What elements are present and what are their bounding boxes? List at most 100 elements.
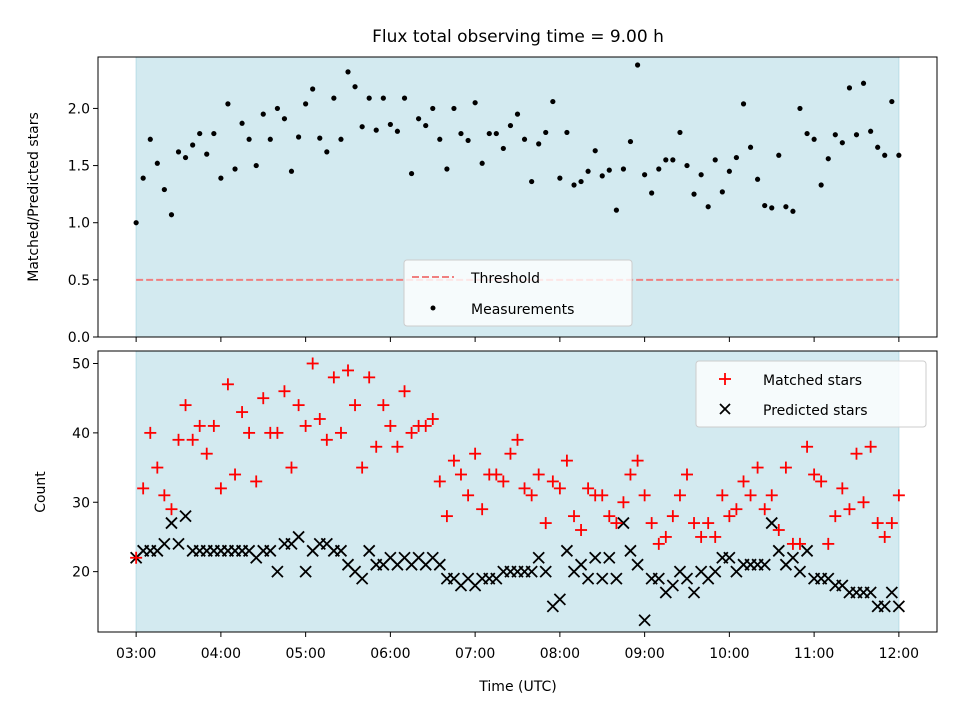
ratio-legend-box [403, 259, 633, 327]
measurement-point [394, 128, 401, 134]
measurement-point [875, 144, 881, 150]
predicted-star-point [631, 558, 644, 571]
matched-star-point [299, 419, 312, 432]
matched-star-point [793, 537, 806, 550]
predicted-star-point [758, 558, 771, 571]
measurement-point [726, 168, 732, 174]
ratio-panel: 0.00.51.01.52.0 Matched/Predicted stars … [26, 56, 938, 346]
matched-legend-swatch [719, 373, 731, 385]
measurement-point [373, 127, 379, 133]
matched-star-point [631, 454, 644, 467]
matched-star-point [532, 468, 545, 481]
matched-star-point [440, 510, 453, 523]
measurement-point [896, 152, 902, 158]
matched-star-point [193, 419, 206, 432]
measurement-point [359, 124, 365, 130]
matched-star-point [829, 510, 842, 523]
measurement-point [154, 160, 160, 166]
predicted-star-point [539, 565, 552, 578]
measurement-point [225, 101, 231, 107]
measurement-point [324, 149, 330, 155]
measurement-point [161, 186, 167, 193]
matched-star-point [716, 489, 729, 502]
matched-star-point [370, 440, 383, 453]
measurement-point [691, 191, 697, 197]
measurement-point [458, 130, 464, 137]
matched-star-point [200, 447, 213, 460]
measurement-point [733, 154, 740, 161]
measurement-point [295, 134, 302, 140]
matched-star-point [568, 510, 581, 523]
measurement-point [719, 189, 725, 195]
matched-star-point [236, 406, 249, 419]
measurement-point [239, 120, 245, 126]
matched-star-point [130, 551, 143, 564]
ratio-legend: Threshold Measurements [403, 259, 633, 327]
measurement-point [232, 166, 238, 172]
matched-star-point [560, 454, 573, 467]
matched-star-point [575, 524, 588, 537]
measurement-point [267, 136, 273, 142]
measurement-point [317, 135, 323, 141]
x-tick-label: 11:00 [794, 646, 834, 662]
measurement-point [253, 162, 259, 169]
matched-star-point [885, 517, 898, 530]
predicted-star-point [885, 586, 898, 599]
measurement-point [649, 190, 655, 196]
matched-star-point [250, 475, 263, 488]
matched-star-point [342, 364, 355, 377]
measurement-point [627, 138, 634, 145]
measurement-point [218, 175, 224, 181]
matched-star-point [737, 475, 750, 488]
matched-star-point [214, 482, 227, 495]
matched-star-point [518, 482, 531, 495]
measurement-point [804, 130, 810, 137]
matched-star-point [709, 530, 722, 543]
matched-star-point [695, 530, 708, 543]
matched-star-point [758, 503, 771, 516]
matched-star-point [815, 475, 828, 488]
x-tick-label: 04:00 [201, 646, 241, 662]
measurement-point [740, 101, 747, 107]
count-y-tick-label: 40 [72, 426, 90, 442]
measurement-point [585, 168, 591, 174]
matched-star-point [433, 475, 446, 488]
measurement-point [642, 172, 648, 178]
measurement-point [310, 86, 316, 92]
predicted-star-point [292, 530, 305, 544]
matched-star-point [207, 419, 220, 432]
matched-star-point [363, 371, 376, 384]
measurement-point [663, 157, 669, 163]
matched-star-point [546, 475, 559, 488]
measurement-point [437, 136, 443, 142]
measurement-point [536, 141, 542, 147]
measurement-point [281, 116, 288, 122]
measurement-point [705, 204, 711, 210]
matched-star-point [504, 447, 517, 460]
matched-star-point [243, 426, 256, 439]
measurement-point [366, 95, 372, 101]
measurement-point [465, 137, 471, 144]
matched-star-point [144, 426, 157, 439]
measurement-point [790, 208, 796, 214]
matched-star-point [751, 461, 764, 474]
measurement-point [797, 105, 803, 112]
predicted-star-point [532, 551, 545, 564]
matched-star-point [723, 510, 736, 523]
ratio-y-tick-label: 2.0 [68, 101, 90, 117]
measurement-point [762, 202, 768, 209]
matched-star-point [419, 419, 432, 432]
predicted-star-point [264, 544, 277, 557]
measurement-point [430, 105, 436, 112]
measurement-point [493, 130, 499, 137]
predicted-star-point [299, 565, 312, 578]
count-legend-box [695, 360, 927, 428]
predicted-star-point [800, 544, 814, 557]
measurement-point [182, 154, 189, 161]
matched-star-point [257, 392, 270, 405]
predicted-star-point [158, 537, 171, 551]
measurement-point [451, 105, 457, 112]
measurement-point [204, 151, 210, 157]
chart-title: Flux total observing time = 9.00 h [372, 27, 664, 47]
measurement-point [190, 142, 196, 148]
